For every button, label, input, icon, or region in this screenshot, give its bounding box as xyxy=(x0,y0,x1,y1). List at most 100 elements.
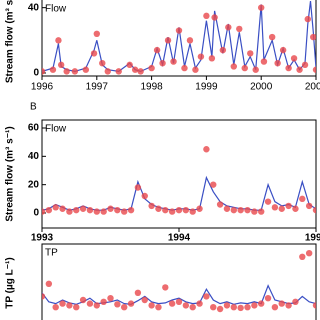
observed-point xyxy=(296,66,303,73)
observed-point xyxy=(127,300,135,307)
observed-point xyxy=(182,302,190,309)
observed-point xyxy=(285,202,292,210)
x-tick-label: 1997 xyxy=(86,82,109,93)
observed-point xyxy=(279,46,287,54)
observed-point xyxy=(86,206,94,214)
observed-point xyxy=(292,205,299,212)
observed-point xyxy=(312,66,316,73)
y-tick-label: 20 xyxy=(28,179,40,190)
observed-point xyxy=(271,204,279,211)
observed-point xyxy=(211,14,218,21)
observed-point xyxy=(285,64,292,72)
observed-point xyxy=(175,298,183,305)
y-tick-label: 60 xyxy=(28,123,40,134)
observed-point xyxy=(236,25,243,33)
observed-point xyxy=(162,206,169,214)
observed-point xyxy=(82,66,90,73)
observed-point xyxy=(301,61,309,69)
observed-point xyxy=(264,295,272,302)
observed-point xyxy=(170,58,177,65)
observed-point xyxy=(99,60,106,67)
observed-point xyxy=(216,201,224,208)
observed-point xyxy=(93,30,101,37)
observed-point xyxy=(268,33,276,41)
observed-point xyxy=(168,208,176,215)
observed-point xyxy=(141,296,148,304)
panel-annotation: Flow xyxy=(45,4,67,15)
observed-point xyxy=(121,208,128,215)
observed-point xyxy=(79,296,87,304)
observed-point xyxy=(305,202,313,210)
observed-point xyxy=(189,208,196,215)
observed-point xyxy=(49,66,57,73)
panel: 0 20 40 60 1993 1994 1995 Flow B Stream flow (m³ … xyxy=(5,102,320,244)
observed-point xyxy=(208,55,216,62)
y-tick-label: 0 xyxy=(33,68,39,79)
observed-point xyxy=(168,300,176,307)
observed-point xyxy=(305,250,313,257)
observed-point xyxy=(71,68,79,75)
observed-point xyxy=(107,205,114,212)
x-tick-label: 1993 xyxy=(31,233,54,244)
panel-label: B xyxy=(30,102,37,113)
plot-area xyxy=(42,1,316,75)
observed-point xyxy=(79,205,87,212)
observed-point xyxy=(134,184,142,191)
observed-point xyxy=(114,301,121,308)
observed-point xyxy=(100,298,107,305)
observed-point xyxy=(264,198,272,205)
observed-point xyxy=(73,206,80,214)
observed-point xyxy=(216,305,224,313)
observed-point xyxy=(59,300,66,307)
observed-point xyxy=(203,293,210,300)
observed-point xyxy=(310,33,316,41)
observed-point xyxy=(148,302,155,309)
panel-annotation: TP xyxy=(45,248,58,259)
observed-point xyxy=(175,206,183,214)
observed-point xyxy=(55,37,62,44)
y-tick-label: 40 xyxy=(28,151,40,162)
observed-point xyxy=(148,202,155,210)
observed-point xyxy=(203,12,210,20)
observed-point xyxy=(223,205,231,212)
plot-area xyxy=(42,250,316,313)
observed-point xyxy=(237,206,244,214)
observed-point xyxy=(42,293,46,300)
observed-point xyxy=(244,304,251,311)
observed-point xyxy=(251,302,258,309)
y-axis-label: Stream flow (m³ s⁻¹) xyxy=(5,126,16,221)
observed-point xyxy=(155,304,162,311)
observed-point xyxy=(230,63,237,70)
observed-point xyxy=(90,50,98,57)
x-tick-label: 1998 xyxy=(140,82,163,93)
observed-point xyxy=(114,206,121,214)
observed-point xyxy=(164,37,172,44)
x-tick-label: 1995 xyxy=(305,233,320,244)
observed-point xyxy=(299,195,306,203)
observed-point xyxy=(153,46,161,54)
observed-point xyxy=(197,53,205,60)
observed-point xyxy=(237,304,244,312)
observed-point xyxy=(312,302,316,309)
observed-point xyxy=(290,55,298,62)
plot-area xyxy=(42,146,316,215)
observed-point xyxy=(175,27,183,34)
observed-point xyxy=(258,208,265,215)
observed-point xyxy=(66,302,73,309)
observed-point xyxy=(148,64,155,72)
observed-point xyxy=(126,61,133,69)
observed-point xyxy=(274,60,281,67)
observed-point xyxy=(131,66,139,73)
observed-point xyxy=(210,304,217,311)
observed-point xyxy=(292,298,299,305)
x-tick-label: 1999 xyxy=(195,82,218,93)
panel: TP TP (µg L⁻¹) xyxy=(5,243,317,320)
observed-point xyxy=(93,302,101,309)
observed-point xyxy=(121,304,128,311)
observed-point xyxy=(260,58,268,65)
x-tick-label: 2001 xyxy=(305,82,320,93)
observed-point xyxy=(258,300,265,307)
observed-point xyxy=(192,66,199,73)
observed-point xyxy=(137,68,144,75)
